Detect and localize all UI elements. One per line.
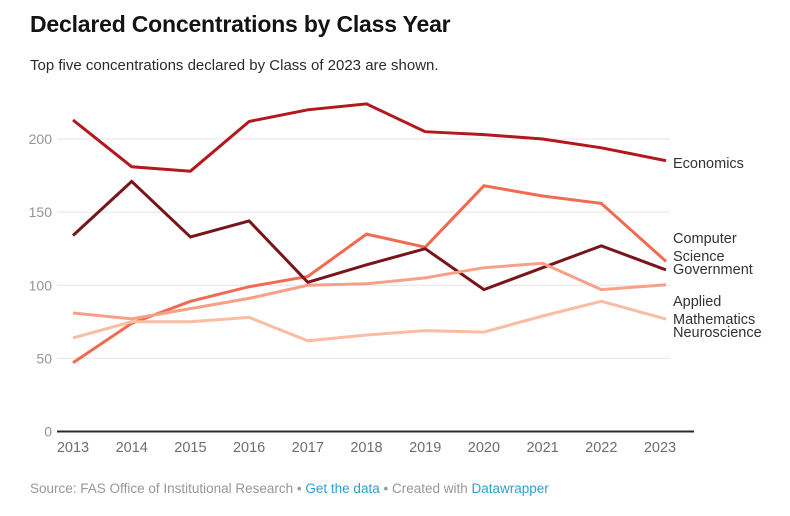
x-tick-label: 2023 [644, 440, 676, 456]
y-tick-label: 200 [29, 131, 53, 147]
series-line-economics[interactable] [72, 102, 667, 173]
x-tick-label: 2022 [585, 440, 617, 456]
x-tick-label: 2021 [526, 440, 558, 456]
x-tick-label: 2016 [233, 440, 265, 456]
separator-dot: • [296, 481, 306, 496]
x-tick-label: 2019 [409, 440, 441, 456]
series-line-neuroscience[interactable] [72, 299, 667, 343]
separator-dot: • [379, 481, 392, 496]
y-tick-label: 100 [29, 277, 53, 293]
source-label: Source: [30, 481, 77, 496]
series-line-applied-mathematics[interactable] [72, 261, 667, 321]
x-tick-label: 2017 [292, 440, 324, 456]
series-label-government: Government [673, 262, 753, 278]
series-label-applied-mathematics: Applied Mathematics [673, 294, 756, 328]
series-line-government[interactable] [71, 179, 667, 292]
series-label-computer-science: Computer Science [673, 231, 737, 265]
y-tick-label: 150 [29, 204, 53, 220]
x-tick-label: 2015 [174, 440, 206, 456]
x-tick-label: 2020 [468, 440, 500, 456]
x-tick-label: 2013 [57, 440, 89, 456]
line-chart-plot: 0 50 100 150 200 2013 2014 2015 2016 2017 2018 2019… [29, 102, 762, 456]
y-tick-label: 0 [44, 424, 52, 440]
x-tick-label: 2014 [116, 440, 148, 456]
series-label-neuroscience: Neuroscience [673, 325, 762, 341]
created-with-text: Created with [391, 481, 468, 496]
series-label-economics: Economics [673, 156, 744, 172]
footer: Source: FAS Office of Institutional Rese… [30, 481, 549, 496]
get-the-data-link[interactable]: Get the data [305, 481, 380, 496]
source-text: FAS Office of Institutional Research [80, 481, 294, 496]
y-tick-label: 50 [36, 350, 52, 366]
datawrapper-link[interactable]: Datawrapper [471, 481, 549, 496]
chart-title: Declared Concentrations by Class Year [30, 11, 451, 37]
series-line-computer-science[interactable] [72, 184, 668, 365]
x-tick-label: 2018 [350, 440, 382, 456]
plot-svg: 0 50 100 150 200 2013 2014 2015 2016 2017 2018 2019… [29, 102, 694, 456]
chart-subtitle: Top five concentrations declared by Clas… [30, 57, 439, 74]
